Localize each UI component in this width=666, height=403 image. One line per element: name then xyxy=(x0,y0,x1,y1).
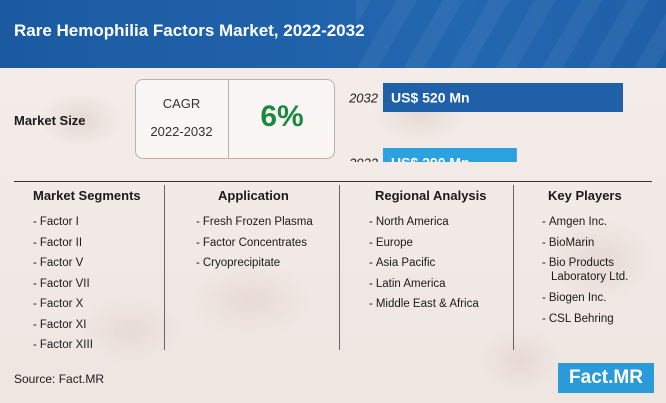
bullet-dash: - xyxy=(33,257,37,269)
list-item-text: Biogen Inc. xyxy=(548,292,607,304)
list-item: - Asia Pacific xyxy=(369,253,509,274)
column-application: Application - Fresh Frozen Plasma - Factor … xyxy=(196,188,336,274)
market-size-label: Market Size xyxy=(14,113,86,128)
bullet-dash: - xyxy=(33,318,37,331)
list-item: - Biogen Inc. xyxy=(542,288,654,309)
bullet-dash: - xyxy=(542,292,546,304)
list-item-text: Amgen Inc. xyxy=(548,216,608,228)
section-divider xyxy=(14,181,652,182)
list-item-text: Factor XI xyxy=(39,318,87,331)
list-item-text: Cryoprecipitate xyxy=(202,257,281,269)
list-item: - Factor II xyxy=(33,233,161,254)
list-item-text: North America xyxy=(375,216,449,228)
bullet-dash: - xyxy=(542,216,546,228)
column-market-segments: Market Segments - Factor I - Factor II - Fact… xyxy=(33,188,161,356)
column-list: - Fresh Frozen Plasma - Factor Concentrates… xyxy=(196,212,336,274)
list-item-text: Latin America xyxy=(375,277,446,290)
column-regional-analysis: Regional Analysis - North America - Europe -… xyxy=(369,188,509,315)
list-item: - Middle East & Africa xyxy=(369,294,509,315)
bar-value-label: US$ 290 Mn xyxy=(391,155,470,163)
bullet-dash: - xyxy=(33,236,37,249)
column-key-players: Key Players - Amgen Inc. - BioMarin - Bio Pro… xyxy=(542,188,654,329)
column-list: - Factor I - Factor II - Factor V - Factor VII -… xyxy=(33,212,161,356)
cagr-box-divider xyxy=(228,79,229,159)
bullet-dash: - xyxy=(196,216,200,228)
bullet-dash: - xyxy=(369,277,373,290)
header-decoration xyxy=(356,0,666,68)
list-item: - Europe xyxy=(369,233,509,254)
column-list: - North America - Europe - Asia Pacific - Latin… xyxy=(369,212,509,315)
list-item-text: Fresh Frozen Plasma xyxy=(202,216,313,228)
list-item: - Factor I xyxy=(33,212,161,233)
bullet-dash: - xyxy=(369,298,373,310)
bullet-dash: - xyxy=(369,257,373,269)
page-title: Rare Hemophilia Factors Market, 2022-203… xyxy=(14,21,365,40)
list-item: - Amgen Inc. xyxy=(542,212,654,233)
list-item-text: Bio Products Laboratory Ltd. xyxy=(548,257,629,283)
bullet-dash: - xyxy=(196,236,200,249)
column-title: Application xyxy=(218,188,289,203)
list-item-text: Middle East & Africa xyxy=(375,298,479,310)
list-item: - CSL Behring xyxy=(542,309,654,330)
cagr-period: 2022-2032 xyxy=(150,124,213,139)
bullet-dash: - xyxy=(542,236,546,249)
bar-year-label: 2022 xyxy=(348,156,379,163)
list-item-text: Asia Pacific xyxy=(375,257,436,269)
bullet-dash: - xyxy=(542,312,546,325)
column-separator xyxy=(339,185,340,350)
header-banner: Rare Hemophilia Factors Market, 2022-203… xyxy=(0,0,666,68)
list-item-text: Factor I xyxy=(39,216,79,228)
list-item: - Factor X xyxy=(33,294,161,315)
market-size-bar-chart: 2032 US$ 520 Mn 2022 US$ 290 Mn xyxy=(348,83,623,163)
list-item-text: Factor X xyxy=(39,298,84,310)
list-item: - Cryoprecipitate xyxy=(196,253,336,274)
column-separator xyxy=(513,185,514,350)
list-item: - North America xyxy=(369,212,509,233)
source-note: Source: Fact.MR xyxy=(14,372,105,386)
list-item: - Bio Products Laboratory Ltd. xyxy=(542,253,654,288)
list-item-text: Europe xyxy=(375,236,413,249)
factmr-logo: Fact.MR xyxy=(558,363,654,393)
list-item-text: Factor VII xyxy=(39,277,90,290)
list-item: - Latin America xyxy=(369,274,509,295)
cagr-box xyxy=(135,79,335,159)
bullet-dash: - xyxy=(33,339,37,351)
list-item-text: Factor Concentrates xyxy=(202,236,308,249)
list-item-text: Factor V xyxy=(39,257,84,269)
bullet-dash: - xyxy=(369,216,373,228)
list-item: - Factor XI xyxy=(33,315,161,336)
cagr-label: CAGR xyxy=(162,96,201,111)
list-item: - Factor V xyxy=(33,253,161,274)
list-item: - Factor XIII xyxy=(33,335,161,356)
list-item-text: BioMarin xyxy=(548,236,595,249)
cagr-value: 6% xyxy=(260,100,304,133)
list-item: - Factor Concentrates xyxy=(196,233,336,254)
list-item-text: CSL Behring xyxy=(548,312,614,325)
column-title: Key Players xyxy=(548,188,622,203)
list-item-text: Factor II xyxy=(39,236,83,249)
column-title: Regional Analysis xyxy=(375,188,487,203)
column-list: - Amgen Inc. - BioMarin - Bio Products Labora… xyxy=(542,212,654,329)
column-title: Market Segments xyxy=(33,188,141,203)
bar-value-label: US$ 520 Mn xyxy=(391,90,470,106)
bullet-dash: - xyxy=(196,257,200,269)
bullet-dash: - xyxy=(33,298,37,310)
list-item: - Factor VII xyxy=(33,274,161,295)
list-item: - Fresh Frozen Plasma xyxy=(196,212,336,233)
list-item-text: Factor XIII xyxy=(39,339,93,351)
bar-year-label: 2032 xyxy=(348,91,379,106)
bar xyxy=(383,148,517,162)
bar xyxy=(383,83,623,112)
bullet-dash: - xyxy=(542,257,546,269)
bullet-dash: - xyxy=(369,236,373,249)
list-item: - BioMarin xyxy=(542,233,654,254)
bullet-dash: - xyxy=(33,277,37,290)
bullet-dash: - xyxy=(33,216,37,228)
column-separator xyxy=(164,185,165,350)
